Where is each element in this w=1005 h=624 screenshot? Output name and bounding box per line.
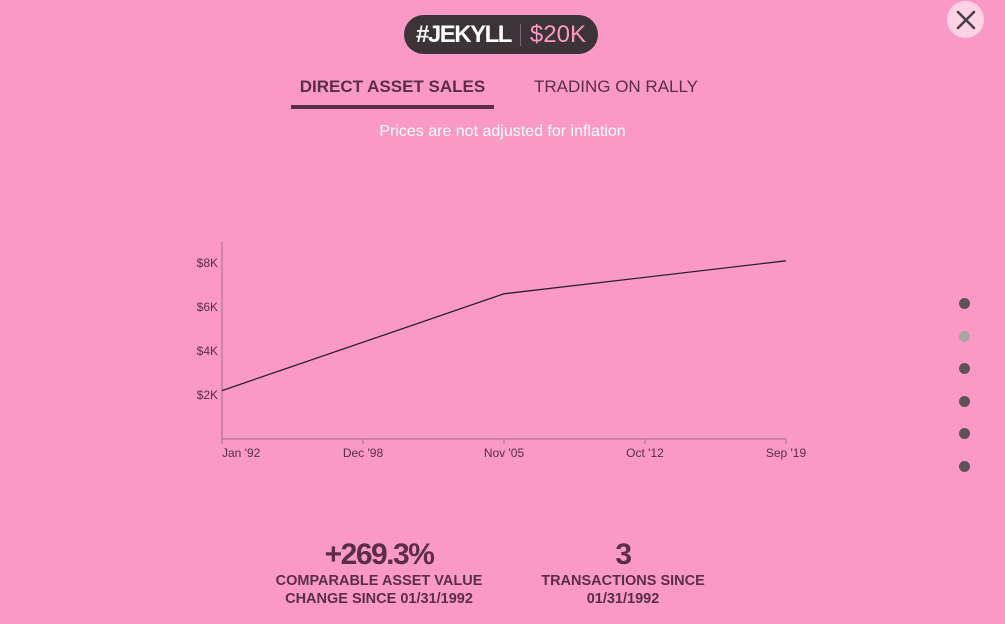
pagination-dot[interactable] (959, 428, 970, 439)
asset-ticker: #JEKYLL (416, 20, 512, 48)
y-tick-label: $8K (197, 256, 218, 270)
price-line (221, 260, 787, 392)
x-tick-label: Sep '19 (766, 446, 807, 460)
pagination-dot[interactable] (959, 330, 970, 342)
tab-direct-asset-sales[interactable]: DIRECT ASSET SALES (291, 77, 494, 109)
close-icon (956, 10, 975, 29)
transactions-label-2: 01/31/1992 (586, 591, 660, 607)
x-tick-label: Jan '92 (222, 446, 261, 460)
value-change-amount: +269.3% (324, 538, 435, 571)
y-tick-label: $6K (197, 300, 218, 314)
asset-value: $20K (529, 20, 586, 48)
x-tick-label: Dec '98 (343, 446, 384, 460)
pagination-dot[interactable] (959, 395, 970, 407)
pagination-dot[interactable] (959, 363, 970, 374)
close-button[interactable] (947, 1, 984, 38)
pagination-dot[interactable] (959, 460, 970, 472)
transactions-label-1: TRANSACTIONS SINCE (541, 573, 705, 589)
ticker-divider (519, 23, 521, 46)
inflation-note: Prices are not adjusted for inflation (379, 123, 626, 140)
value-change-stat: +269.3% COMPARABLE ASSET VALUE CHANGE SI… (264, 538, 494, 608)
y-tick-label: $4K (197, 344, 218, 358)
pagination-dot[interactable] (959, 298, 970, 309)
transactions-count: 3 (615, 538, 632, 571)
transactions-stat: 3 TRANSACTIONS SINCE 01/31/1992 (527, 538, 719, 608)
x-tick-label: Nov '05 (484, 446, 525, 460)
tab-trading-on-rally[interactable]: TRADING ON RALLY (533, 77, 699, 96)
value-change-label-2: CHANGE SINCE 01/31/1992 (285, 591, 473, 607)
value-change-label-1: COMPARABLE ASSET VALUE (275, 573, 483, 589)
y-tick-label: $2K (197, 388, 218, 402)
asset-ticker-pill: #JEKYLL $20K (404, 15, 598, 54)
x-tick-label: Oct '12 (626, 446, 664, 460)
